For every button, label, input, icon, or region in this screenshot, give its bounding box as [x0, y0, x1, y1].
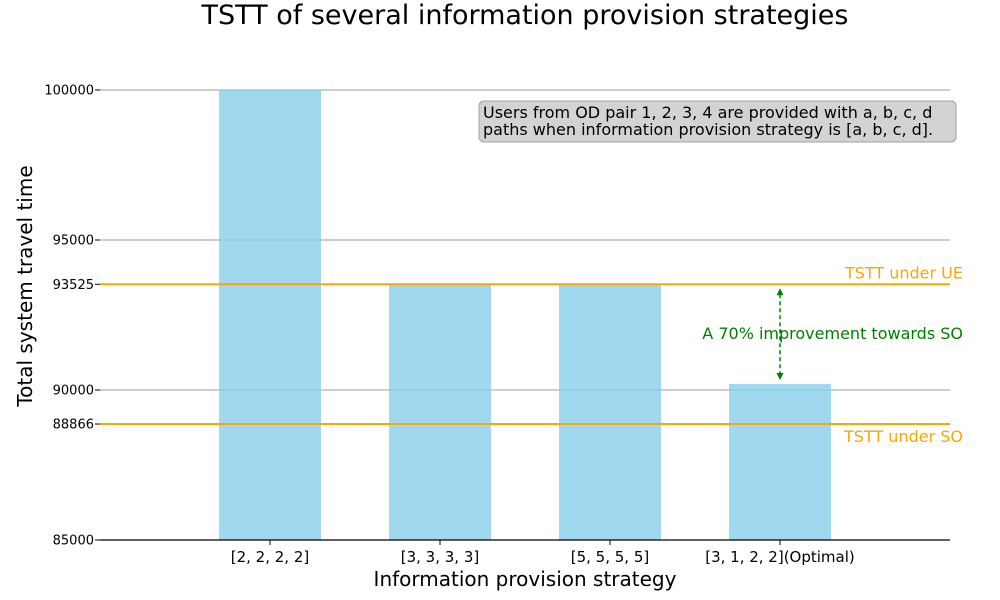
y-tick-label: 85000 — [53, 534, 94, 549]
x-tick-label: [2, 2, 2, 2] — [231, 548, 310, 566]
strategy-note-box: Users from OD pair 1, 2, 3, 4 are provid… — [478, 100, 957, 143]
x-tick-label: [3, 1, 2, 2](Optimal) — [705, 548, 855, 566]
bar — [219, 90, 321, 540]
annotation-arrow-head-down — [776, 373, 784, 380]
y-axis-title: Total system travel time — [13, 165, 37, 407]
reference-lines: TSTT under UE TSTT under SO — [100, 263, 963, 446]
axes: 85000 88866 90000 93525 95000 100000 [2, 2, 2,… — [44, 84, 950, 566]
bars — [219, 90, 831, 540]
y-tick-label: 90000 — [53, 384, 94, 399]
note-line-2: paths when information provision strateg… — [483, 120, 933, 139]
improvement-annotation: A 70% improvement towards SO — [702, 288, 963, 380]
chart-title: TSTT of several information provision st… — [201, 0, 849, 31]
annotation-arrow-head-up — [776, 288, 784, 296]
x-tick-label: [3, 3, 3, 3] — [401, 548, 480, 566]
x-axis-title: Information provision strategy — [374, 567, 677, 591]
bar — [389, 284, 491, 540]
reference-line-label: TSTT under UE — [844, 263, 963, 282]
reference-line-label: TSTT under SO — [843, 427, 963, 446]
x-tick-label: [5, 5, 5, 5] — [571, 548, 650, 566]
note-box-background — [478, 100, 957, 143]
y-tick-label: 95000 — [53, 234, 94, 249]
y-tick-label: 93525 — [53, 278, 94, 293]
bar — [729, 384, 831, 540]
y-tick-label: 100000 — [44, 84, 94, 99]
y-tick-label: 88866 — [53, 418, 94, 433]
bar — [559, 284, 661, 540]
annotation-text: A 70% improvement towards SO — [702, 324, 963, 343]
note-line-1: Users from OD pair 1, 2, 3, 4 are provid… — [483, 103, 932, 122]
